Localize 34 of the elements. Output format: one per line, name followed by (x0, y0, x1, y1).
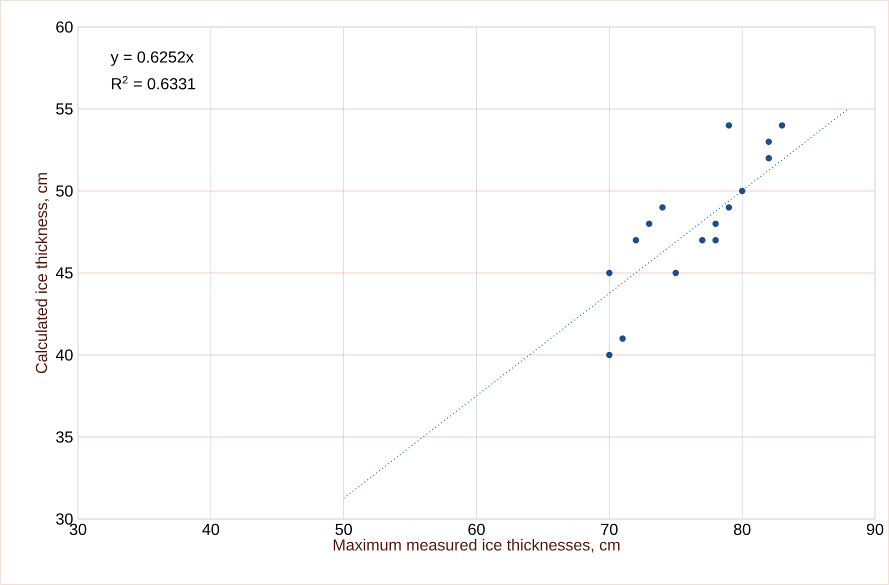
point (699, 236, 706, 244)
point (778, 122, 786, 129)
annotation: y = 0.6252x (110, 51, 194, 66)
x-axis-title: Maximum measured ice thicknesses, cm (334, 538, 620, 552)
y-tick-label: 30 (56, 513, 73, 525)
y-tick-label: 40 (56, 349, 73, 361)
x-tick-label: 90 (866, 524, 884, 536)
point (672, 270, 679, 276)
point (712, 236, 719, 244)
y-axis-title: Calculated ice thickness, cm (35, 173, 50, 374)
x-tick-label: 40 (202, 524, 220, 536)
point (726, 204, 732, 211)
x-tick-label: 80 (734, 524, 750, 536)
point (619, 335, 626, 342)
point (726, 122, 732, 129)
point (659, 204, 666, 211)
point (646, 220, 652, 227)
point (632, 236, 640, 244)
y-tick-label: 60 (56, 21, 73, 33)
x-tick-label: 30 (70, 524, 86, 536)
x-tick-label: 60 (468, 524, 485, 536)
point (712, 220, 719, 227)
x-tick-label: 50 (335, 524, 352, 536)
point (606, 270, 613, 276)
point (738, 188, 746, 194)
y-tick-label: 55 (56, 103, 73, 115)
point (606, 352, 613, 358)
annotation: R$^{2}$ = 0.6331 (112, 76, 196, 90)
y-tick-label: 50 (56, 185, 73, 197)
x-tick-label: 70 (601, 524, 618, 536)
point (766, 138, 772, 145)
y-tick-label: 35 (56, 431, 73, 443)
point (766, 154, 772, 162)
y-tick-label: 45 (56, 267, 73, 279)
